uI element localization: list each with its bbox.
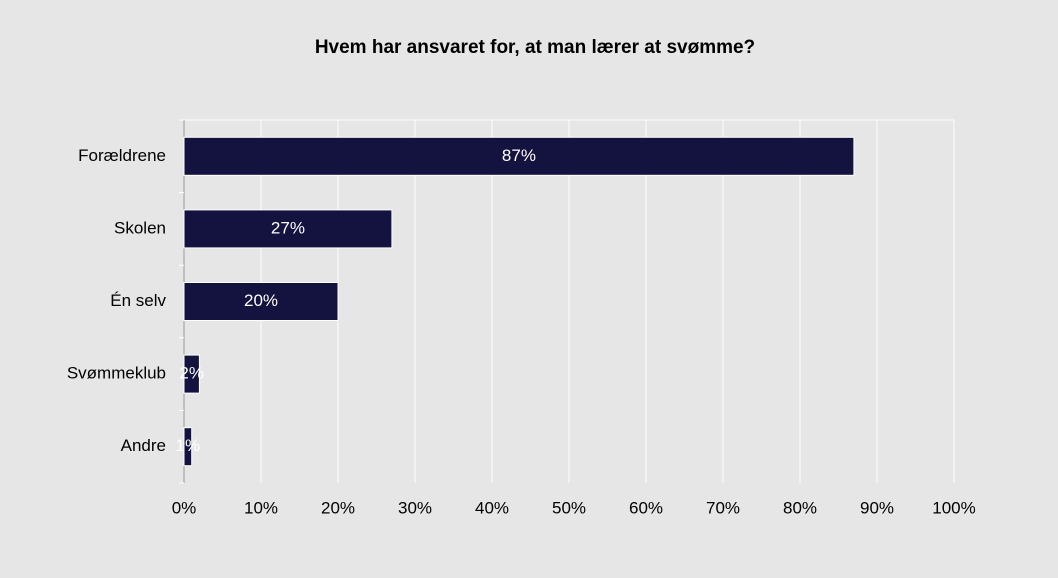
bar bbox=[183, 209, 393, 249]
value-label: 87% bbox=[502, 146, 536, 165]
x-tick-label: 0% bbox=[172, 498, 197, 517]
bar bbox=[183, 136, 855, 176]
x-tick-label: 30% bbox=[398, 498, 432, 517]
y-tick-label: Svømmeklub bbox=[67, 364, 166, 383]
x-tick-label: 100% bbox=[932, 498, 975, 517]
x-tick-label: 60% bbox=[629, 498, 663, 517]
bar bbox=[183, 282, 339, 321]
y-tick-label: Én selv bbox=[110, 291, 166, 310]
x-tick-label: 80% bbox=[783, 498, 817, 517]
y-tick-label: Skolen bbox=[114, 218, 166, 237]
chart-title: Hvem har ansvaret for, at man lærer at s… bbox=[315, 37, 755, 58]
x-tick-label: 70% bbox=[706, 498, 740, 517]
x-tick-label: 90% bbox=[860, 498, 894, 517]
x-tick-label: 50% bbox=[552, 498, 586, 517]
value-label: 2% bbox=[179, 364, 204, 383]
x-tick-label: 40% bbox=[475, 498, 509, 517]
x-tick-label: 10% bbox=[244, 498, 278, 517]
bar bbox=[183, 427, 193, 467]
value-label: 20% bbox=[244, 291, 278, 310]
bar bbox=[183, 354, 200, 394]
y-tick-label: Andre bbox=[121, 436, 166, 455]
x-tick-label: 20% bbox=[321, 498, 355, 517]
value-label: 1% bbox=[176, 436, 201, 455]
y-tick-label: Forældrene bbox=[78, 146, 166, 165]
value-label: 27% bbox=[271, 218, 305, 237]
